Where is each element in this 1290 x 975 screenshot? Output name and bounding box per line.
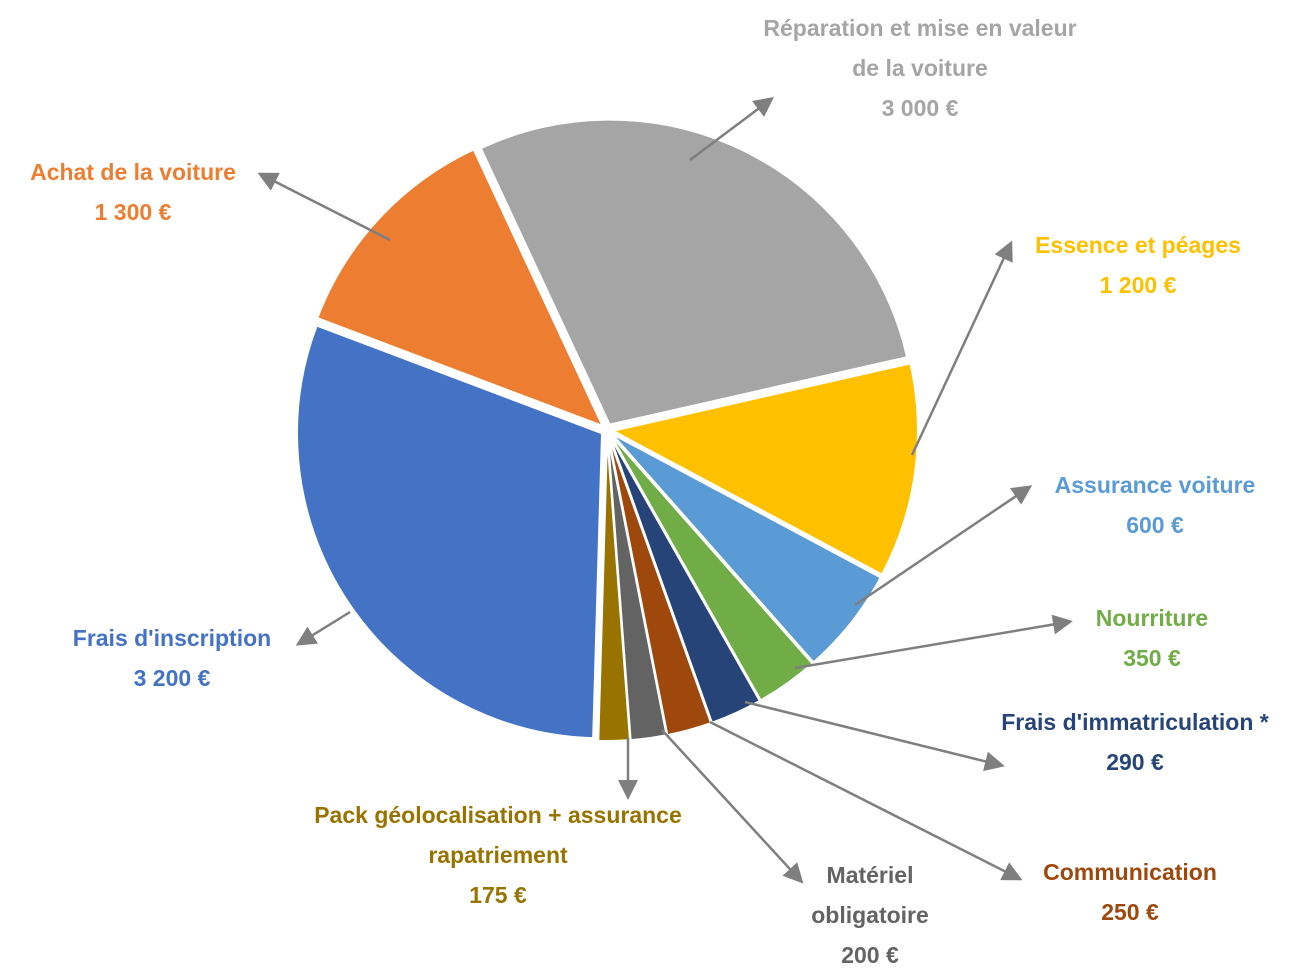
value-label: 350 € [1042, 638, 1262, 678]
value-label: 1 200 € [998, 265, 1278, 305]
category-label: Assurance voiture [1015, 465, 1290, 505]
slice-label: Réparation et mise en valeur de la voitu… [755, 8, 1085, 128]
page: (() => { const data = JSON.parse(documen… [0, 0, 1290, 962]
category-label: Matériel obligatoire [795, 855, 945, 935]
category-label: Essence et péages [998, 225, 1278, 265]
value-label: 600 € [1015, 505, 1290, 545]
category-label: Réparation et mise en valeur de la voitu… [755, 8, 1085, 88]
value-label: 200 € [795, 935, 945, 975]
value-label: 1 300 € [0, 192, 273, 232]
category-label: Achat de la voiture [0, 152, 273, 192]
value-label: 290 € [1000, 742, 1270, 782]
slice-label: Frais d'immatriculation *290 € [1000, 702, 1270, 782]
category-label: Nourriture [1042, 598, 1262, 638]
slice-label: Pack géolocalisation + assurance rapatri… [273, 795, 723, 915]
leader-line [262, 175, 390, 240]
category-label: Frais d'immatriculation * [1000, 702, 1270, 742]
value-label: 3 200 € [42, 658, 302, 698]
leader-line [745, 702, 1000, 765]
category-label: Communication [1000, 852, 1260, 892]
category-label: Frais d'inscription [42, 618, 302, 658]
category-label: Pack géolocalisation + assurance rapatri… [273, 795, 723, 875]
leader-line [912, 245, 1010, 455]
leader-line [300, 612, 350, 643]
value-label: 250 € [1000, 892, 1260, 932]
value-label: 3 000 € [755, 88, 1085, 128]
value-label: 175 € [273, 875, 723, 915]
